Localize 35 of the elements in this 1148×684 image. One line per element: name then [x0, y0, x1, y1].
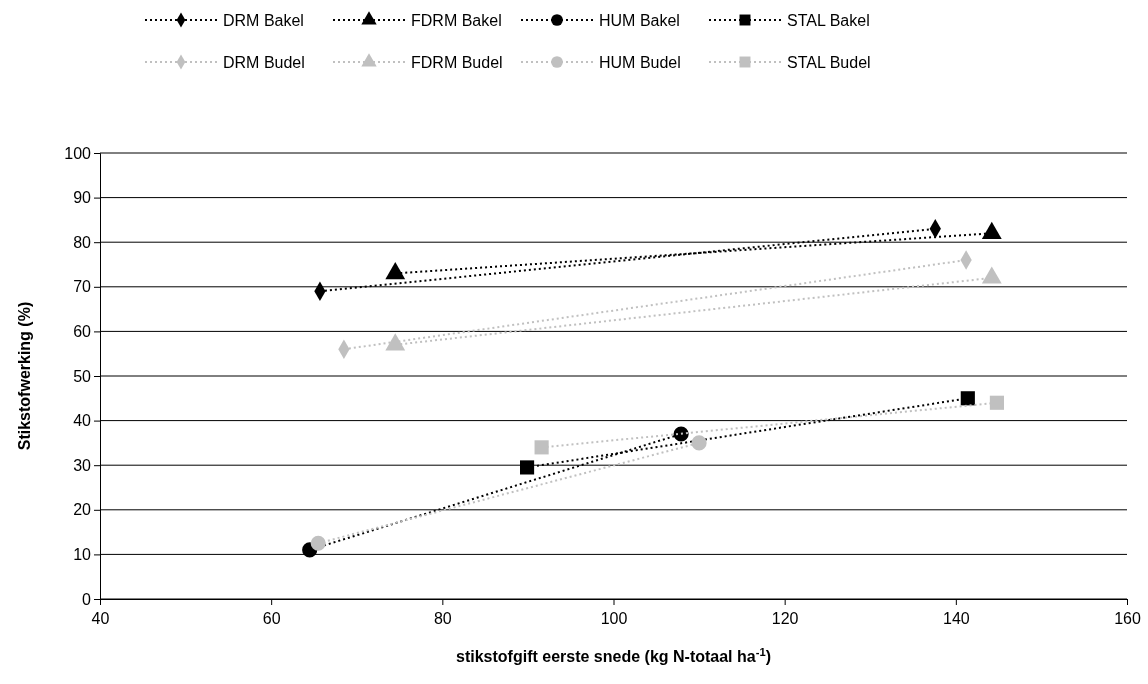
y-tick-label: 30 — [73, 456, 92, 474]
point — [960, 391, 975, 406]
legend-label: STAL Budel — [787, 54, 871, 71]
y-tick-label: 50 — [73, 367, 92, 385]
y-tick-label: 60 — [73, 323, 92, 341]
y-tick-label: 100 — [64, 144, 92, 162]
legend-label: HUM Budel — [599, 54, 681, 71]
y-axis-title: Stikstofwerking (%) — [16, 301, 33, 451]
legend-label: FDRM Budel — [411, 54, 503, 71]
point — [673, 426, 689, 442]
x-tick-label: 40 — [91, 610, 110, 627]
x-tick-label: 120 — [771, 610, 799, 627]
y-tick-label: 0 — [82, 590, 92, 608]
y-tick-label: 70 — [73, 278, 92, 296]
y-tick-label: 20 — [73, 501, 92, 519]
x-axis-title: stikstofgift eerste snede (kg N-totaal ha$^{-1}$) — [456, 646, 771, 665]
point — [519, 460, 535, 475]
x-tick-label: 80 — [433, 610, 452, 627]
point — [989, 395, 1004, 410]
x-tick-label: 160 — [1114, 610, 1141, 627]
legend-label: STAL Bakel — [787, 12, 870, 29]
point — [534, 440, 549, 455]
point — [310, 535, 326, 551]
legend-label: HUM Bakel — [599, 12, 680, 29]
x-tick-label: 140 — [942, 610, 970, 627]
y-tick-label: 90 — [73, 189, 92, 207]
legend-label: DRM Bakel — [223, 12, 304, 29]
x-tick-label: 100 — [600, 610, 628, 627]
legend-label: DRM Budel — [223, 54, 305, 71]
y-tick-label: 40 — [73, 412, 92, 430]
y-tick-label: 10 — [73, 546, 92, 564]
legend-label: FDRM Bakel — [411, 12, 502, 29]
y-tick-label: 80 — [73, 233, 92, 251]
x-tick-label: 60 — [262, 610, 281, 627]
point — [691, 435, 707, 451]
